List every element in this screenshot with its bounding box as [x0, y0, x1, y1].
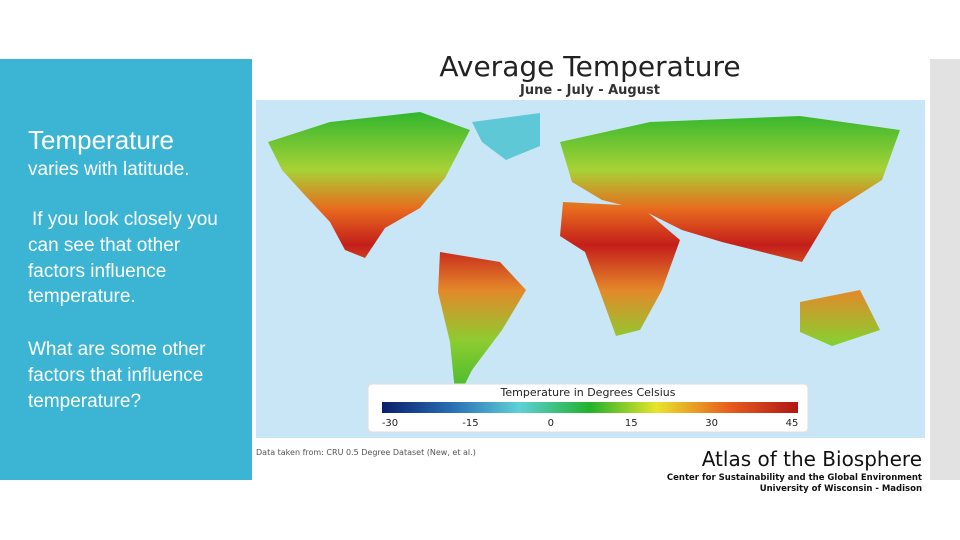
- australia: [800, 290, 880, 346]
- south-america: [438, 252, 526, 402]
- credit-title: Atlas of the Biosphere: [702, 447, 922, 471]
- map-subtitle: June - July - August: [519, 83, 660, 98]
- source-note: Data taken from: CRU 0.5 Degree Dataset …: [256, 448, 476, 457]
- africa: [560, 202, 680, 336]
- legend-tick-label: 30: [705, 418, 718, 429]
- credit-line: Center for Sustainability and the Global…: [667, 473, 922, 483]
- eurasia: [560, 116, 900, 262]
- legend-ticks: -30 -15 0 15 30 45: [382, 418, 799, 429]
- legend-tick-label: -15: [462, 418, 478, 429]
- sidebar-paragraph: If you look closely you can see that oth…: [28, 209, 218, 308]
- legend-title: Temperature in Degrees Celsius: [500, 386, 676, 399]
- greenland: [472, 113, 540, 160]
- sidebar-paragraph: What are some other factors that influen…: [28, 339, 206, 412]
- credit-line: University of Wisconsin - Madison: [760, 484, 922, 494]
- legend-tick-label: -30: [382, 418, 398, 429]
- sidebar-paragraph: varies with latitude.: [28, 159, 190, 180]
- sidebar-heading: Temperature: [28, 125, 174, 155]
- legend-tick-label: 0: [548, 418, 554, 429]
- sidebar: Temperature varies with latitude. If you…: [0, 59, 252, 480]
- right-bar: [930, 59, 960, 480]
- color-bar: [382, 402, 798, 413]
- north-america: [268, 112, 470, 258]
- continents: [268, 112, 900, 402]
- map-title: Average Temperature: [439, 50, 740, 83]
- legend-tick-label: 15: [625, 418, 638, 429]
- legend-tick-label: 45: [786, 418, 799, 429]
